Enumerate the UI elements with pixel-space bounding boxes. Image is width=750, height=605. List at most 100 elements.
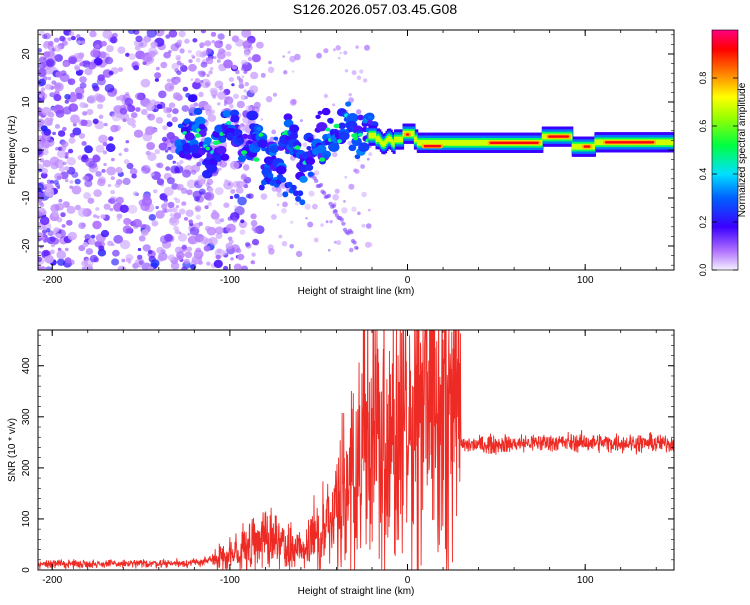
feature-knot [212, 140, 219, 145]
noise-blob [159, 235, 170, 244]
noise-blob [283, 70, 288, 75]
ridge-band [394, 136, 396, 143]
noise-blob [176, 161, 180, 165]
noise-blob [79, 102, 87, 109]
ridge-band [446, 139, 449, 146]
feature-blob [348, 144, 357, 152]
noise-blob [106, 166, 117, 176]
noise-blob [337, 56, 341, 60]
noise-blob [79, 62, 84, 67]
noise-blob [133, 129, 144, 138]
noise-blob [47, 76, 52, 81]
feature-blob [316, 122, 328, 132]
feature-knot [333, 123, 340, 129]
noise-blob [93, 189, 102, 198]
noise-blob [126, 117, 136, 126]
noise-blob [155, 116, 164, 124]
noise-blob [150, 172, 155, 177]
noise-blob [155, 205, 159, 210]
noise-blob [181, 189, 186, 194]
noise-blob [302, 142, 308, 148]
noise-blob [200, 107, 205, 111]
noise-blob [64, 178, 69, 183]
noise-blob [39, 202, 45, 208]
noise-blob [332, 48, 336, 52]
noise-blob [115, 96, 121, 101]
ridge-band [665, 139, 668, 146]
noise-blob [49, 249, 55, 255]
noise-blob [162, 125, 168, 131]
noise-blob [215, 232, 223, 239]
snr-x-tick-label: -100 [220, 575, 240, 586]
feature-blob [226, 132, 234, 139]
ridge-band [577, 143, 580, 150]
streak-blob [352, 240, 357, 245]
noise-blob [129, 168, 138, 175]
noise-blob [67, 78, 76, 86]
noise-blob [179, 159, 184, 165]
noise-blob [111, 258, 120, 266]
noise-blob [201, 71, 206, 76]
noise-blob [251, 238, 260, 246]
ridge-band [598, 139, 601, 146]
noise-blob [71, 171, 79, 178]
noise-blob [250, 220, 258, 227]
noise-blob [145, 126, 156, 136]
feature-blob [315, 114, 321, 120]
noise-blob [361, 191, 367, 198]
colorbar-gradient [712, 30, 738, 270]
noise-blob [180, 62, 185, 68]
noise-blob [42, 159, 52, 168]
noise-blob [131, 173, 137, 179]
noise-blob [62, 61, 69, 68]
noise-blob [204, 40, 212, 47]
noise-blob [50, 204, 60, 213]
noise-blob [56, 233, 62, 239]
noise-blob [267, 66, 275, 74]
noise-blob [103, 122, 108, 127]
noise-blob [241, 30, 252, 38]
noise-blob [368, 152, 373, 157]
snr-y-tick-label: 0 [21, 567, 32, 573]
snr-y-tick-label: 100 [21, 510, 32, 527]
noise-blob [76, 34, 81, 39]
noise-blob [205, 109, 212, 116]
noise-blob [223, 100, 228, 104]
feature-knot [194, 133, 201, 138]
ridge-peak [604, 141, 655, 144]
noise-blob [211, 40, 216, 44]
noise-blob [213, 56, 217, 60]
ridge-band [595, 139, 598, 146]
noise-blob [113, 234, 124, 244]
noise-blob [42, 229, 47, 234]
noise-blob [251, 252, 256, 257]
noise-blob [209, 67, 214, 71]
noise-blob [190, 78, 194, 81]
snr-panel: -200 -100 0 100 0 100 200 300 400 Height of str… [7, 329, 675, 597]
noise-blob [348, 93, 352, 97]
noise-blob [86, 95, 97, 104]
noise-blob [135, 35, 143, 43]
noise-blob [232, 217, 238, 223]
noise-blob [171, 207, 178, 213]
noise-blob [128, 105, 136, 112]
ridge-band [415, 136, 418, 143]
noise-blob [183, 258, 190, 265]
streak-blob [331, 203, 336, 208]
noise-blob [210, 211, 220, 220]
ridge-band [671, 139, 674, 146]
noise-blob [154, 149, 161, 155]
noise-blob [53, 94, 62, 102]
noise-blob [128, 53, 136, 60]
spectrogram-x-label: Height of straight line (km) [298, 286, 415, 297]
noise-blob [169, 213, 174, 217]
feature-blob [198, 123, 206, 130]
noise-blob [313, 237, 319, 243]
noise-blob [194, 251, 201, 258]
noise-blob [198, 178, 206, 186]
noise-blob [148, 249, 153, 255]
noise-blob [58, 198, 63, 203]
noise-blob [38, 191, 44, 199]
noise-blob [163, 201, 168, 206]
streak-blob [322, 191, 327, 196]
